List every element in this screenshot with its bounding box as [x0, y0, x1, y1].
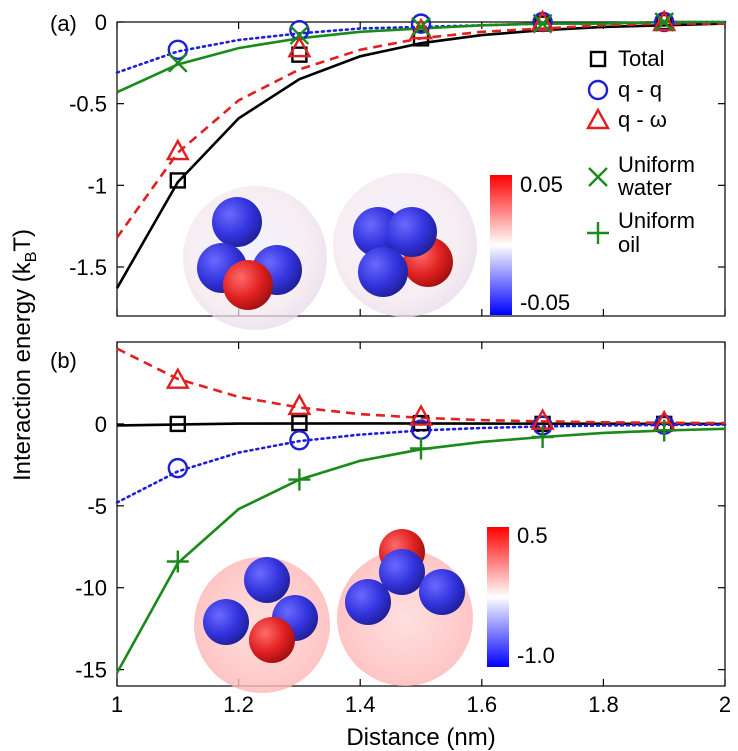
y-axis-label-tail: T)	[9, 229, 36, 252]
panel-b-marker-uniform-oil	[653, 419, 676, 442]
y-axis-label-sub: B	[23, 252, 40, 263]
svg-text:Interaction energy (kBT): Interaction energy (kBT)	[9, 229, 40, 481]
panel-b-marker-uniform-oil	[531, 426, 554, 449]
panel-b-x-tick-label: 1.2	[223, 692, 254, 717]
panel-b-y-ticks: 0 -5 -10 -15	[75, 412, 725, 683]
panel-a-colorbar-max-label: 0.05	[520, 172, 563, 197]
panel-b-curve-q	[116, 347, 726, 425]
panel-a-marker-uniform-water	[289, 25, 310, 45]
legend-label-uniform-oil: Uniform	[618, 208, 695, 233]
panel-a-marker-q-q	[410, 13, 432, 34]
panel-b-x-tick-label: 1.8	[588, 692, 619, 717]
legend-marker-uniform-oil	[587, 222, 609, 244]
panel-b-marker-q	[408, 404, 434, 426]
panel-b: (b) 0 -5 -10 -15 1 1.2 1.4 1.6 1.8 2 0.5 -1.0	[50, 341, 731, 717]
panel-a-marker-uniform-water	[167, 52, 188, 73]
panel-b-marker-q	[165, 367, 190, 389]
panel-b-label: (b)	[50, 348, 77, 373]
panel-b-x-tick-label: 2	[719, 692, 731, 717]
panel-b-marker-uniform-oil	[166, 550, 189, 573]
panel-b-curve-q-q	[115, 423, 727, 504]
legend-label-uniform-water: Uniform	[618, 152, 695, 177]
panel-b-marker-q-q	[167, 457, 189, 479]
y-axis-label-main: Interaction energy (k	[9, 261, 36, 481]
y-axis-label: Interaction energy (kBT)	[9, 229, 40, 481]
legend-label-total: Total	[618, 46, 664, 71]
panel-a-colorbar-min-label: -0.05	[520, 290, 570, 315]
legend-marker-total	[589, 50, 607, 68]
panel-a-marker-total	[291, 46, 308, 63]
panel-b-markers	[165, 367, 677, 573]
legend-label-q-q: q - q	[618, 77, 662, 102]
panel-a-marker-q	[165, 138, 190, 161]
panel-a-marker-uniform-water	[532, 13, 553, 34]
panel-b-x-tick-label: 1.6	[467, 692, 498, 717]
molecule-illustration-a1	[183, 186, 327, 330]
x-axis-label: Distance (nm)	[346, 724, 495, 751]
panel-a-markers	[165, 9, 677, 189]
panel-b-y-tick-label: -10	[75, 576, 107, 601]
panel-b-y-tick-label: -15	[75, 658, 107, 683]
panel-a-marker-uniform-water	[654, 12, 675, 32]
panel-b-marker-q-q	[289, 430, 310, 451]
molecule-illustration-b1	[194, 557, 330, 693]
panel-b-x-tick-label: 1.4	[345, 692, 376, 717]
legend-marker-q-q	[587, 79, 609, 101]
panel-a-marker-q	[408, 17, 434, 40]
legend-marker-q	[585, 107, 611, 130]
legend-label-q: q - ω	[618, 107, 667, 132]
panel-a-y-tick-label: -1.5	[69, 255, 107, 280]
panel-b-marker-uniform-oil	[288, 468, 311, 491]
panel-a-label: (a)	[50, 11, 77, 36]
panel-b-y-tick-label: 0	[95, 412, 107, 437]
molecule-illustration-a2	[333, 173, 477, 317]
panel-b-y-tick-label: -5	[87, 494, 107, 519]
legend-label-uniform-water: water	[617, 175, 672, 200]
panel-b-x-ticks: 1 1.2 1.4 1.6 1.8 2	[111, 342, 731, 717]
legend-marker-uniform-water	[588, 167, 608, 187]
panel-a-marker-uniform-water	[411, 17, 431, 37]
panel-a-marker-q	[652, 9, 677, 32]
panel-b-colorbar-min-label: -1.0	[517, 643, 555, 668]
panel-a-marker-q-q	[167, 39, 189, 60]
panel-a-marker-q	[530, 9, 555, 32]
molecule-illustration-b2	[337, 529, 473, 686]
panel-b-marker-uniform-oil	[410, 437, 432, 460]
panel-b-marker-q	[287, 393, 312, 416]
panel-a-curve-total	[115, 22, 726, 289]
panel-b-marker-total	[169, 415, 187, 433]
panel-b-x-tick-label: 1	[111, 692, 123, 717]
panel-a-marker-q	[287, 35, 312, 58]
panel-a-y-tick-label: -1	[87, 173, 107, 198]
panel-b-colorbar-max-label: 0.5	[517, 523, 548, 548]
panel-a-y-ticks: 0 -0.5 -1 -1.5	[69, 10, 725, 280]
legend-label-uniform-oil: oil	[618, 232, 640, 257]
panel-a-colorbar	[490, 175, 512, 315]
panel-a: (a) 0 -0.5 -1 -1.5 0.05 -0.05 Total q - q q -…	[50, 9, 727, 330]
panel-a-y-tick-label: 0	[95, 10, 107, 35]
panel-b-axes-box	[116, 341, 726, 687]
panel-a-y-tick-label: -0.5	[69, 92, 107, 117]
panel-b-colorbar	[487, 527, 509, 667]
panel-a-marker-total	[169, 172, 187, 189]
